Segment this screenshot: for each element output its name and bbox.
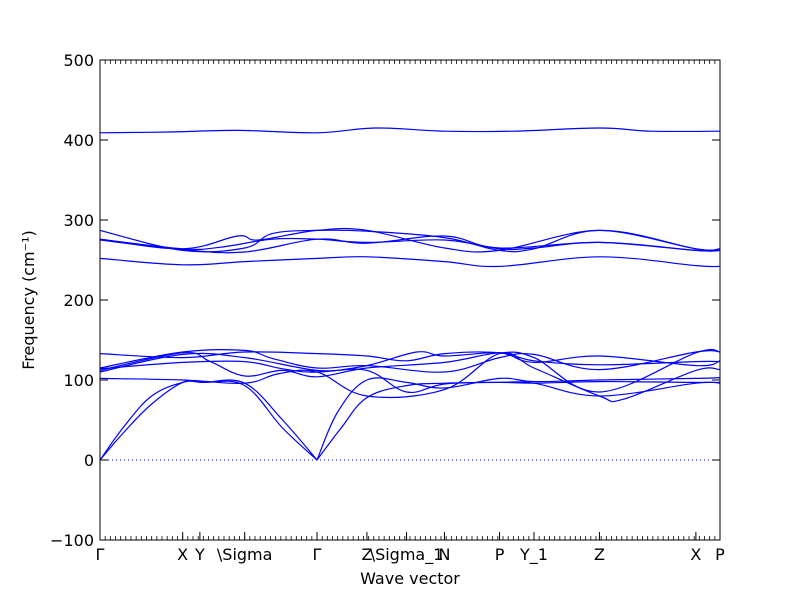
x-tick-label: X [690,545,701,564]
band-line-11 [99,352,721,403]
plot-frame [99,59,721,541]
x-tick-label: Γ [96,545,105,564]
x-tick-label: Z [594,545,605,564]
x-tick-label: \Sigma_1 [370,545,444,565]
y-tick-label: 100 [63,371,94,390]
x-tick-label: P [715,545,725,564]
x-tick-label: Y [194,545,205,564]
x-axis-label: Wave vector [360,569,460,588]
band-line-2 [99,256,721,268]
y-ticks: −100 0 100 200 300 400 500 [50,51,720,550]
y-tick-label: 0 [84,451,94,470]
x-tick-label: N [438,545,450,564]
band-line-5 [99,227,721,253]
x-tick-label: Γ [313,545,322,564]
y-tick-label: 300 [63,211,94,230]
band-line-6 [99,235,721,254]
x-tick-label: Z [361,545,372,564]
band-line-1 [99,127,721,134]
x-tick-label: P [495,545,505,564]
x-ticks: Γ X Y \Sigma Γ Z\Sigma_1N P Y_1 Z X P [96,60,725,565]
series-layer [99,127,721,461]
x-tick-label: X [177,545,188,564]
y-tick-label: 400 [63,131,94,150]
band-line-10 [316,377,721,461]
x-tick-label: \Sigma [217,545,273,564]
y-tick-label: 200 [63,291,94,310]
band-line-15 [99,351,721,367]
band-line-16 [99,348,721,373]
y-tick-label: 500 [63,51,94,70]
band-line-12 [99,352,721,397]
x-tick-label: Y_1 [519,545,548,565]
band-line-14 [99,351,721,373]
y-axis-label: Frequency (cm⁻¹) [19,230,38,369]
y-tick-label: −100 [50,531,94,550]
